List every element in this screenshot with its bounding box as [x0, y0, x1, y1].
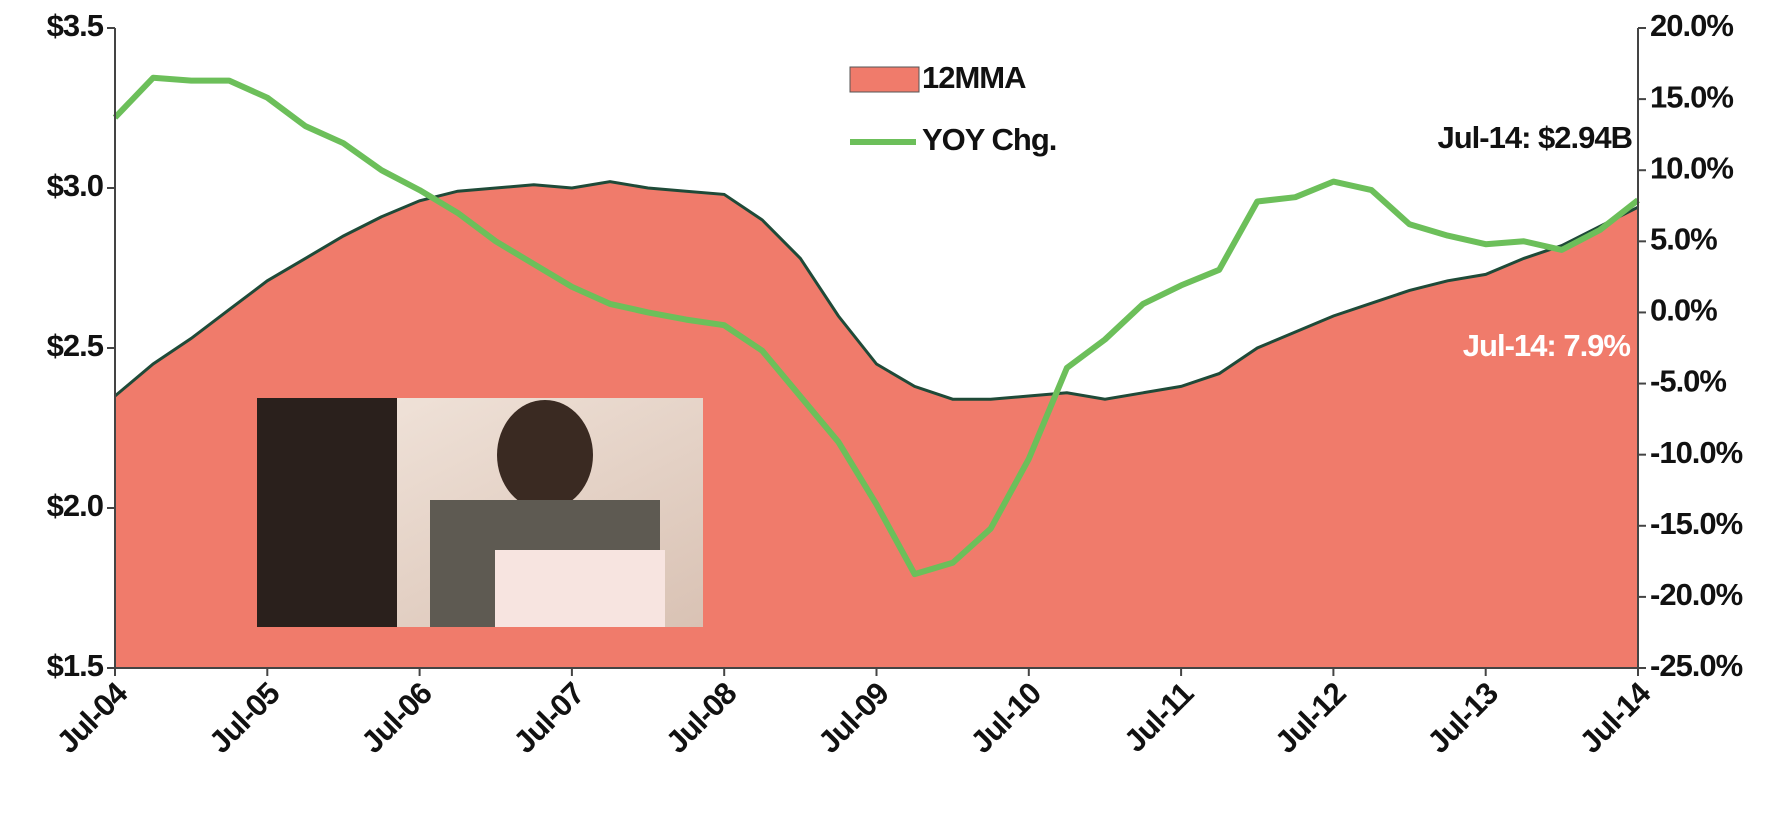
photo-figure	[497, 400, 593, 510]
y2-tick-label: -10.0%	[1650, 435, 1743, 470]
y2-tick-label: 15.0%	[1650, 79, 1733, 114]
x-tick-label: Jul-04	[50, 675, 135, 760]
photo	[257, 398, 703, 627]
y-tick-label: $2.5	[47, 328, 104, 363]
x-tick-label: Jul-14	[1573, 675, 1658, 760]
y-tick-label: $1.5	[47, 648, 104, 683]
x-tick-label: Jul-06	[354, 675, 438, 759]
y2-tick-label: 10.0%	[1650, 150, 1733, 185]
x-tick-label: Jul-05	[202, 675, 286, 759]
legend-label: YOY Chg.	[922, 122, 1056, 157]
x-tick-label: Jul-13	[1421, 675, 1505, 759]
y-tick-label: $3.5	[47, 8, 104, 43]
x-tick-label: Jul-08	[659, 675, 743, 759]
y-tick-label: $3.0	[47, 168, 103, 203]
y2-tick-label: 0.0%	[1650, 293, 1717, 328]
annotation: Jul-14: $2.94B	[1438, 120, 1633, 155]
y-tick-label: $2.0	[47, 488, 103, 523]
photo-bag	[495, 550, 665, 627]
y2-tick-label: -15.0%	[1650, 506, 1743, 541]
x-tick-label: Jul-07	[507, 676, 591, 760]
y2-tick-label: -20.0%	[1650, 577, 1743, 612]
x-tick-label: Jul-12	[1268, 676, 1352, 760]
x-tick-label: Jul-10	[964, 676, 1048, 760]
legend-swatch	[850, 67, 919, 92]
annotation: Jul-14: 7.9%	[1463, 328, 1631, 363]
x-tick-label: Jul-11	[1117, 675, 1200, 758]
chart: 12MMA YOY Chg. Jul-14: $2.94B Jul-14: 7.…	[0, 0, 1791, 819]
x-tick-label: Jul-09	[811, 675, 895, 759]
photo-figure	[257, 398, 397, 627]
y2-tick-label: -5.0%	[1650, 364, 1726, 399]
y2-tick-label: -25.0%	[1650, 648, 1743, 683]
y2-tick-label: 5.0%	[1650, 222, 1717, 257]
y2-tick-label: 20.0%	[1650, 8, 1733, 43]
legend-label: 12MMA	[922, 60, 1026, 95]
legend: 12MMA YOY Chg.	[850, 60, 1056, 157]
